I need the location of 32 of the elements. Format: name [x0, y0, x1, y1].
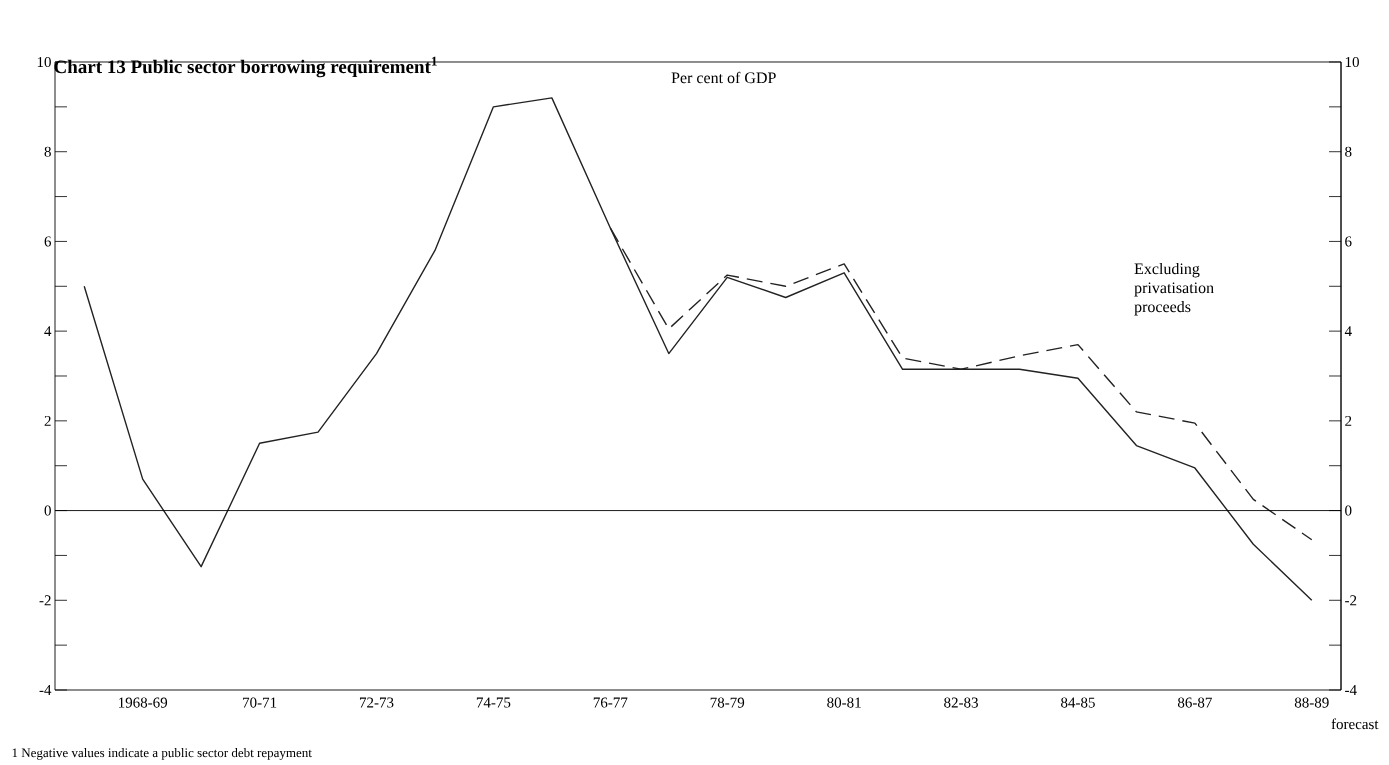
y-tick-label: 4 — [1344, 326, 1352, 337]
y2-tick-label: 0 — [44, 505, 51, 516]
y-tick-label: 10 — [1345, 56, 1359, 68]
x-tick-label: 76-77 — [593, 697, 628, 708]
y2-tick-label: 10 — [37, 56, 51, 68]
y2-tick-label: 6 — [44, 236, 52, 247]
y2-tick-label: 2 — [44, 415, 51, 426]
text: 1 Negative values indicate a public sector debt repayment — [12, 747, 312, 760]
chart-subtitle: Per cent of GDP — [671, 71, 776, 84]
y-tick-label: -2 — [1345, 595, 1357, 606]
y2-tick-label: 8 — [44, 146, 51, 157]
y-tick-label: 0 — [1345, 505, 1352, 516]
chart-title: Chart 13 Public sector borrowing requirement$^{1}$ — [54, 56, 437, 78]
y2-tick-label: 4 — [44, 326, 52, 337]
text: forecast — [1331, 718, 1379, 730]
x-tick-label: 72-73 — [359, 697, 394, 708]
x-tick-label: 74-75 — [476, 697, 511, 708]
y2-tick-label: -4 — [39, 685, 52, 695]
text: Excluding privatisation proceeds — [1134, 262, 1214, 316]
x-tick-label: 1968-69 — [119, 697, 168, 708]
y-tick-label: 6 — [1345, 236, 1352, 247]
y-tick-label: 2 — [1345, 415, 1352, 426]
x-tick-label: 80-81 — [827, 697, 861, 708]
y-tick-label: -4 — [1345, 685, 1357, 695]
x-tick-label: 88-89 — [1294, 697, 1329, 708]
x-tick-label: 84-85 — [1061, 697, 1095, 708]
x-tick-label: 78-79 — [710, 697, 745, 708]
y2-tick-label: -2 — [39, 595, 51, 606]
x-tick-label: 86-87 — [1177, 697, 1212, 708]
x-tick-label: 82-83 — [944, 697, 978, 708]
y-tick-label: 8 — [1345, 146, 1352, 157]
x-tick-label: 70-71 — [243, 697, 277, 708]
